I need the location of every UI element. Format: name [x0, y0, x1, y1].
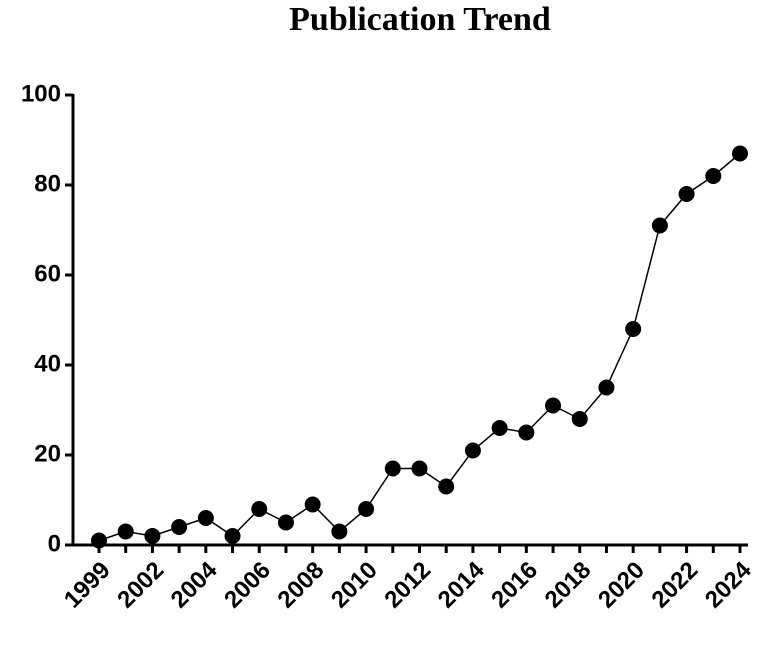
data-point — [224, 528, 241, 544]
data-point — [331, 523, 348, 540]
data-point — [732, 145, 748, 162]
x-tick-label: 2010 — [326, 557, 383, 614]
data-point — [384, 460, 401, 477]
x-tick-label: 2008 — [273, 557, 330, 614]
x-tick-label: 2012 — [379, 557, 436, 614]
y-tick-label: 100 — [21, 80, 61, 107]
data-point — [518, 424, 535, 441]
x-tick-label: 2004 — [166, 556, 223, 613]
x-tick-label: 2002 — [112, 557, 169, 614]
x-tick-label: 2006 — [219, 557, 276, 614]
data-point — [678, 186, 695, 202]
y-tick-label: 80 — [34, 170, 61, 197]
data-point — [438, 478, 455, 495]
data-point — [304, 496, 321, 513]
data-point — [491, 420, 508, 436]
data-point — [117, 523, 134, 540]
chart-title: Publication Trend — [289, 1, 551, 38]
data-point — [277, 514, 294, 531]
x-tick-label: 2024 — [700, 556, 757, 613]
x-tick-label: 2022 — [646, 557, 703, 614]
y-tick-label: 20 — [34, 440, 61, 467]
data-point — [171, 519, 188, 535]
data-point — [598, 379, 615, 396]
data-point — [251, 501, 268, 517]
data-point — [625, 321, 642, 337]
data-point — [705, 168, 722, 184]
data-line — [98, 152, 741, 542]
y-tick-label: 60 — [34, 260, 61, 287]
x-tick-label: 2014 — [433, 556, 490, 613]
x-tick-label: 2016 — [486, 557, 543, 614]
data-point — [545, 397, 562, 414]
y-tick-label: 40 — [34, 350, 61, 377]
data-point — [411, 460, 428, 477]
data-point — [91, 532, 107, 549]
data-point — [464, 442, 481, 459]
data-point — [571, 411, 588, 427]
x-tick-label: 2018 — [540, 557, 597, 614]
y-tick-label: 0 — [48, 530, 61, 557]
data-point — [197, 510, 214, 526]
data-point — [144, 528, 161, 544]
x-tick-label: 1999 — [59, 557, 116, 614]
data-point — [651, 217, 668, 234]
x-tick-label: 2020 — [593, 557, 650, 614]
data-point — [358, 501, 375, 517]
